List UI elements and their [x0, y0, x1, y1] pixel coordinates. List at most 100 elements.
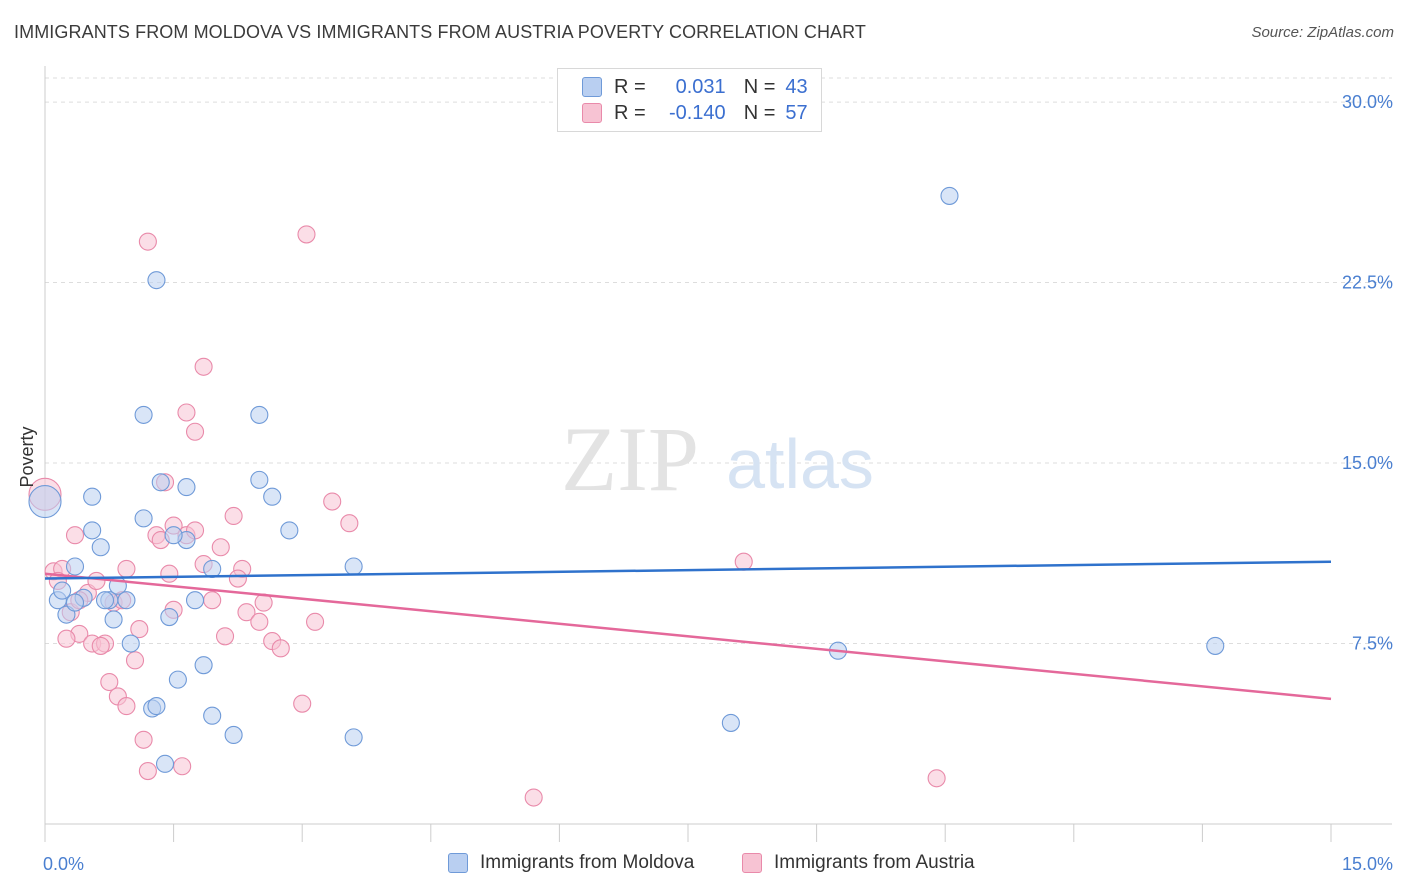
- legend-row-moldova: R = 0.031 N = 43: [582, 75, 808, 99]
- trend-lines: [44, 560, 1332, 701]
- moldova-point: [83, 487, 102, 506]
- austria-trend-line: [44, 572, 1332, 701]
- moldova-point: [104, 610, 123, 629]
- austria-point: [100, 672, 119, 692]
- moldova-point: [65, 557, 85, 576]
- moldova-point: [155, 754, 175, 773]
- austria-point: [297, 225, 316, 244]
- y-axis-label: Poverty: [17, 426, 37, 487]
- y-tick-label: 7.5%: [1352, 634, 1393, 654]
- moldova-point: [121, 634, 140, 653]
- austria-point: [185, 422, 205, 441]
- austria-point: [87, 571, 106, 590]
- moldova-point: [940, 186, 959, 205]
- moldova-point: [344, 557, 363, 576]
- watermark-zip: ZIP: [561, 408, 699, 510]
- austria-point: [323, 492, 342, 511]
- moldova-point: [344, 728, 363, 747]
- austria-point: [173, 757, 192, 776]
- austria-point: [340, 514, 359, 533]
- chart-title: IMMIGRANTS FROM MOLDOVA VS IMMIGRANTS FR…: [14, 22, 867, 42]
- moldova-point: [721, 713, 740, 732]
- moldova-point: [95, 591, 115, 610]
- moldova-point: [65, 593, 85, 612]
- austria-point: [250, 612, 269, 631]
- moldova-point: [280, 521, 299, 540]
- moldova-point: [250, 405, 269, 424]
- y-tick-label: 22.5%: [1342, 273, 1393, 293]
- moldova-point: [224, 725, 243, 745]
- legend-row-austria: R = -0.140 N = 57: [582, 101, 808, 125]
- austria-point: [524, 788, 543, 807]
- legend-swatch-blue: [448, 853, 468, 873]
- austria-point: [203, 591, 222, 610]
- legend-label-austria: Immigrants from Austria: [774, 852, 975, 873]
- moldova-point: [203, 706, 222, 725]
- legend-n-value: 57: [785, 101, 808, 124]
- austria-point: [125, 651, 145, 670]
- y-tick-label: 30.0%: [1342, 92, 1393, 112]
- austria-point: [211, 538, 230, 557]
- austria-point: [237, 603, 256, 622]
- source-label: Source: ZipAtlas.com: [1251, 24, 1394, 41]
- moldova-point: [194, 656, 213, 675]
- moldova-point: [28, 484, 62, 519]
- tick-labels: 7.5% 15.0% 22.5% 30.0% 0.0% 15.0%: [43, 92, 1393, 874]
- moldova-point: [263, 487, 282, 506]
- x-tick-label: 15.0%: [1342, 854, 1393, 874]
- austria-point: [293, 694, 312, 713]
- moldova-point: [250, 470, 269, 489]
- legend-label-moldova: Immigrants from Moldova: [480, 852, 695, 873]
- austria-point: [194, 357, 213, 376]
- legend-n-label: N =: [743, 101, 776, 124]
- moldova-point: [117, 591, 136, 610]
- legend-swatch-blue: [582, 77, 602, 97]
- moldova-point: [164, 526, 183, 545]
- austria-point: [734, 552, 753, 571]
- series-moldova-points: [28, 186, 1225, 773]
- legend-r-label: R =: [614, 75, 646, 98]
- austria-point: [138, 762, 157, 781]
- series-austria-points: [28, 225, 946, 807]
- legend-swatch-pink: [742, 853, 762, 873]
- austria-point: [271, 639, 290, 658]
- moldova-point: [1206, 636, 1225, 655]
- austria-point: [177, 403, 196, 422]
- austria-point: [306, 612, 325, 631]
- moldova-point: [53, 581, 72, 600]
- x-tick-label: 0.0%: [43, 854, 84, 874]
- axes: [44, 66, 1392, 842]
- correlation-legend: R = 0.031 N = 43 R = -0.140 N = 57: [557, 68, 822, 132]
- legend-item-austria: Immigrants from Austria: [742, 852, 975, 874]
- austria-point: [927, 769, 946, 788]
- moldova-point: [203, 559, 222, 578]
- austria-point: [215, 627, 235, 646]
- legend-r-value: 0.031: [675, 75, 726, 98]
- moldova-point: [177, 478, 196, 497]
- series-legend: Immigrants from Moldova Immigrants from …: [0, 852, 1406, 878]
- moldova-point: [160, 607, 179, 627]
- legend-n-value: 43: [785, 75, 808, 98]
- austria-point: [117, 559, 136, 578]
- moldova-point: [134, 405, 153, 424]
- austria-point: [224, 506, 243, 526]
- legend-r-label: R =: [614, 101, 646, 124]
- austria-point: [160, 564, 179, 583]
- austria-point: [138, 232, 157, 251]
- legend-n-label: N =: [743, 75, 776, 98]
- austria-point: [91, 636, 110, 655]
- moldova-point: [147, 697, 166, 716]
- austria-point: [130, 620, 149, 639]
- austria-point: [134, 730, 153, 749]
- legend-item-moldova: Immigrants from Moldova: [448, 852, 694, 874]
- grid-lines: [45, 77, 1392, 645]
- moldova-point: [147, 271, 166, 290]
- moldova-point: [91, 538, 110, 557]
- moldova-point: [151, 473, 170, 492]
- watermark-atlas: atlas: [726, 425, 874, 503]
- moldova-point: [83, 521, 102, 540]
- legend-swatch-pink: [582, 103, 602, 123]
- moldova-point: [185, 591, 205, 610]
- moldova-point: [134, 509, 153, 528]
